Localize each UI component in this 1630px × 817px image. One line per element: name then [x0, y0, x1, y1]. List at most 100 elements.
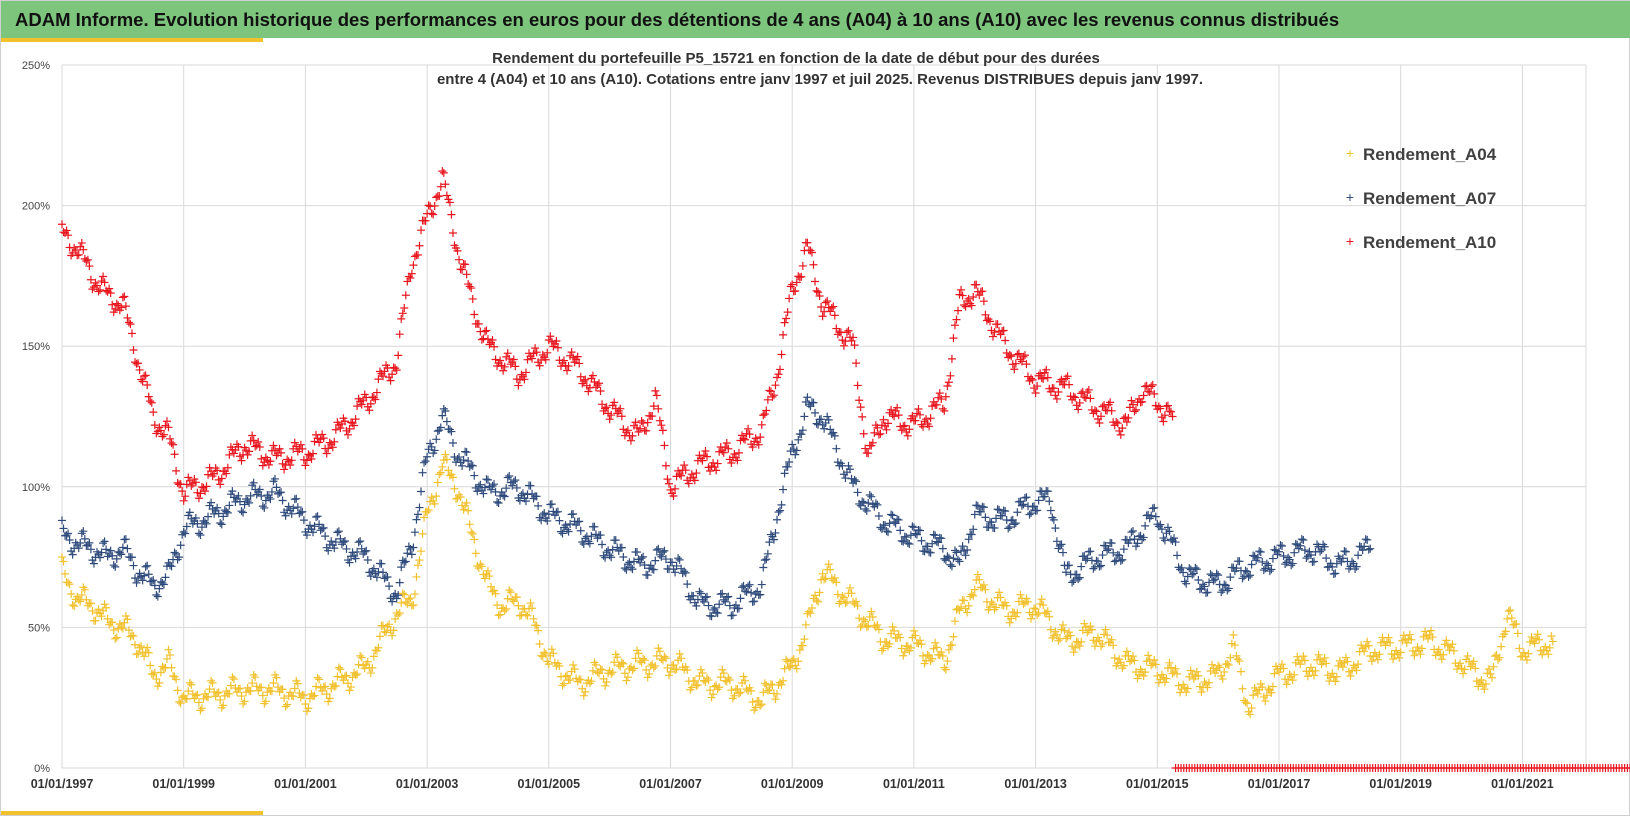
- data-point: [850, 341, 859, 350]
- data-point: [503, 594, 512, 603]
- data-point: [310, 691, 319, 700]
- data-point: [1113, 550, 1122, 559]
- data-point: [979, 503, 988, 512]
- data-point: [412, 572, 421, 581]
- data-point: [1097, 561, 1106, 570]
- data-point: [1069, 392, 1078, 401]
- data-point: [298, 444, 307, 453]
- data-point: [707, 693, 716, 702]
- data-point: [435, 470, 444, 479]
- y-tick-label: 200%: [22, 201, 50, 213]
- data-point: [1066, 631, 1075, 640]
- data-point: [925, 422, 934, 431]
- data-point: [887, 510, 896, 519]
- data-point: [967, 530, 976, 539]
- data-point: [657, 552, 666, 561]
- data-point: [1162, 674, 1171, 683]
- data-point: [99, 539, 108, 548]
- data-point: [511, 476, 520, 485]
- data-point: [718, 665, 727, 674]
- data-point: [102, 545, 111, 554]
- data-point: [677, 471, 686, 480]
- data-point: [508, 481, 517, 490]
- data-point: [1418, 644, 1426, 653]
- data-point: [59, 557, 68, 566]
- data-point: [395, 608, 404, 617]
- data-point: [319, 523, 328, 532]
- data-point: [309, 692, 318, 701]
- data-point: [882, 527, 891, 536]
- data-point: [1463, 651, 1472, 660]
- data-point: [964, 535, 973, 544]
- data-point: [772, 515, 781, 524]
- data-point: [1071, 643, 1080, 652]
- data-point: [292, 494, 301, 503]
- data-point: [521, 497, 530, 506]
- data-point: [62, 226, 71, 235]
- data-point: [1545, 643, 1554, 652]
- data-point: [1230, 641, 1239, 650]
- data-point: [1049, 515, 1058, 524]
- data-point: [800, 635, 809, 644]
- data-point: [1163, 401, 1172, 410]
- data-point: [65, 536, 74, 545]
- data-point: [398, 589, 407, 598]
- data-point: [333, 528, 342, 537]
- data-point: [1278, 542, 1287, 551]
- data-point: [1139, 391, 1148, 400]
- data-point: [146, 397, 155, 406]
- x-tick-label: 01/01/2007: [639, 777, 702, 791]
- data-point: [639, 654, 648, 663]
- data-point: [281, 702, 290, 711]
- legend-marker: +: [1346, 233, 1354, 249]
- data-point: [62, 531, 71, 540]
- data-point: [1246, 571, 1255, 580]
- data-point: [852, 477, 861, 486]
- data-point: [112, 299, 121, 308]
- data-point: [1031, 605, 1040, 614]
- data-point: [1246, 710, 1255, 719]
- data-point: [1109, 548, 1118, 557]
- data-point: [973, 501, 982, 510]
- data-point: [1166, 407, 1175, 416]
- data-point: [505, 586, 514, 595]
- data-point: [372, 388, 381, 397]
- data-point: [652, 651, 661, 660]
- data-point: [754, 440, 763, 449]
- data-point: [159, 430, 168, 439]
- data-point: [911, 416, 920, 425]
- data-point: [1025, 510, 1034, 519]
- data-point: [1381, 641, 1390, 650]
- data-point: [421, 216, 430, 225]
- data-point: [83, 255, 92, 264]
- data-point: [270, 474, 279, 483]
- data-point: [1507, 614, 1516, 623]
- y-tick-label: 0%: [34, 763, 50, 775]
- data-point: [366, 399, 375, 408]
- data-point: [474, 319, 483, 328]
- data-points: [58, 167, 1557, 719]
- data-point: [427, 209, 436, 218]
- data-point: [275, 444, 284, 453]
- data-point: [955, 557, 964, 566]
- data-point: [884, 419, 893, 428]
- data-point: [105, 284, 114, 293]
- data-point: [940, 406, 949, 415]
- data-point: [1011, 359, 1020, 368]
- data-point: [248, 679, 257, 688]
- data-point: [134, 649, 143, 658]
- data-point: [193, 690, 202, 699]
- data-point: [563, 366, 572, 375]
- data-point: [949, 632, 958, 641]
- data-point: [779, 485, 788, 494]
- data-point: [1300, 656, 1309, 665]
- data-point: [858, 497, 867, 506]
- data-point: [494, 498, 503, 507]
- data-point: [1244, 572, 1253, 581]
- data-point: [1224, 584, 1233, 593]
- data-point: [1494, 655, 1503, 664]
- data-point: [441, 180, 450, 189]
- data-point: [760, 679, 769, 688]
- data-point: [1142, 381, 1151, 390]
- data-point: [873, 423, 882, 432]
